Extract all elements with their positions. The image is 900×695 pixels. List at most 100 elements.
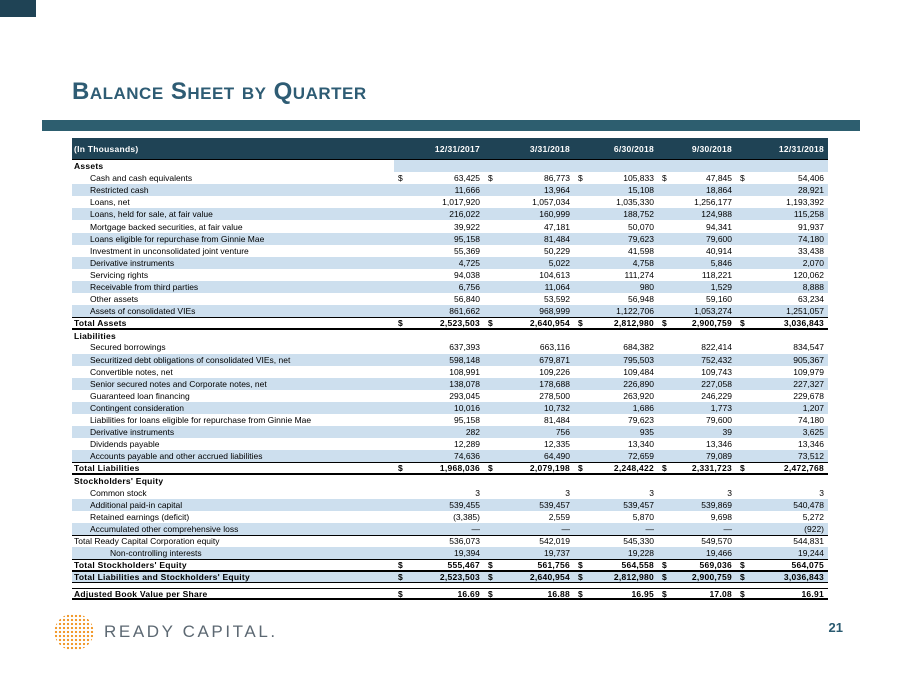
value-number: 756 — [555, 427, 570, 438]
value-number: 124,988 — [701, 209, 732, 220]
value-cell: 56,840 — [394, 293, 484, 305]
value-cell: 79,600 — [658, 414, 736, 426]
value-number: 94,038 — [454, 269, 480, 280]
row-label: Senior secured notes and Corporate notes… — [90, 378, 267, 389]
value-cell: 59,160 — [658, 293, 736, 305]
value-number: 79,623 — [628, 233, 654, 244]
value-cell: $16.88 — [484, 589, 574, 599]
value-cell: 1,193,392 — [736, 196, 828, 208]
value-number: 79,089 — [706, 451, 732, 462]
value-number: 2,070 — [802, 257, 824, 268]
value-cell: 94,038 — [394, 269, 484, 281]
dollar-sign: $ — [488, 173, 493, 184]
value-number: 53,592 — [544, 294, 570, 305]
value-cell: 50,070 — [574, 220, 658, 232]
value-number: 56,840 — [454, 294, 480, 305]
value-cell: 278,500 — [484, 390, 574, 402]
value-cell: 19,244 — [736, 547, 828, 559]
row-label: Liabilities for loans eligible for repur… — [90, 415, 312, 426]
value-cell: 79,623 — [574, 414, 658, 426]
value-number: 16.69 — [457, 589, 480, 600]
value-number: 795,503 — [623, 354, 654, 365]
value-cell: 10,016 — [394, 402, 484, 414]
value-cell: 935 — [574, 426, 658, 438]
value-number: 13,346 — [798, 439, 824, 450]
table-body: Assets Cash and cash equivalents $63,425… — [72, 160, 828, 601]
row-label: Additional paid-in capital — [90, 499, 183, 510]
table-row: Common stock 3 3 3 3 3 — [72, 486, 828, 499]
value-number: 63,425 — [454, 173, 480, 184]
table-row: Adjusted Book Value per Share $16.69 $16… — [72, 588, 828, 601]
value-number: 834,547 — [793, 342, 824, 353]
value-cell: 19,394 — [394, 547, 484, 559]
value-number: 11,666 — [454, 185, 480, 196]
value-cell: 50,229 — [484, 245, 574, 257]
value-number: 39 — [722, 427, 732, 438]
value-cell: 118,221 — [658, 269, 736, 281]
dotted-globe-icon — [54, 613, 94, 651]
value-cell: 47,181 — [484, 220, 574, 232]
value-cell — [736, 475, 828, 486]
value-number: 542,019 — [539, 536, 570, 547]
value-number: 536,073 — [449, 536, 480, 547]
value-cell: $17.08 — [658, 589, 736, 599]
value-cell: 124,988 — [658, 208, 736, 220]
value-cell: 9,698 — [658, 511, 736, 523]
value-number: 178,688 — [539, 378, 570, 389]
value-cell: 679,871 — [484, 354, 574, 366]
row-label: Securitized debt obligations of consolid… — [90, 354, 291, 365]
dollar-sign: $ — [398, 318, 403, 329]
table-row: Mortgage backed securities, at fair valu… — [72, 220, 828, 233]
value-number: 5,870 — [632, 511, 654, 522]
value-number: 16.91 — [801, 589, 824, 600]
table-row: Retained earnings (deficit) (3,385) 2,55… — [72, 510, 828, 523]
value-number: 104,613 — [539, 269, 570, 280]
value-number: 47,845 — [706, 173, 732, 184]
value-number: 108,991 — [449, 366, 480, 377]
title-divider-bar — [42, 120, 860, 131]
table-row: Servicing rights 94,038 104,613 111,274 … — [72, 268, 828, 281]
value-cell: $16.69 — [394, 589, 484, 599]
table-row: Investment in unconsolidated joint ventu… — [72, 244, 828, 257]
value-cell: 3 — [394, 487, 484, 499]
value-number: 1,017,920 — [442, 197, 480, 208]
value-cell: 1,529 — [658, 281, 736, 293]
value-number: 3,036,843 — [783, 318, 824, 329]
value-cell: 598,148 — [394, 354, 484, 366]
value-number: 1,256,177 — [694, 197, 732, 208]
value-number: 540,478 — [793, 499, 824, 510]
value-number: 54,406 — [798, 173, 824, 184]
dollar-sign: $ — [740, 318, 745, 329]
value-cell: 160,999 — [484, 208, 574, 220]
table-row: Restricted cash 11,666 13,964 15,108 18,… — [72, 184, 828, 197]
table-row: Secured borrowings 637,393 663,116 684,3… — [72, 341, 828, 354]
value-cell: $2,472,768 — [736, 463, 828, 473]
value-number: 120,062 — [793, 269, 824, 280]
value-cell — [484, 330, 574, 341]
value-cell: 53,592 — [484, 293, 574, 305]
value-cell: 539,457 — [574, 499, 658, 511]
value-number: 1,035,330 — [616, 197, 654, 208]
value-number: 13,346 — [706, 439, 732, 450]
value-cell: $47,845 — [658, 172, 736, 184]
value-number: 16.95 — [631, 589, 654, 600]
table-row: Other assets 56,840 53,592 56,948 59,160… — [72, 293, 828, 306]
value-cell: 115,258 — [736, 208, 828, 220]
value-cell: $2,523,503 — [394, 318, 484, 328]
value-cell: 138,078 — [394, 378, 484, 390]
value-cell: 109,979 — [736, 366, 828, 378]
column-header: 6/30/2018 — [613, 143, 654, 154]
value-cell: 104,613 — [484, 269, 574, 281]
table-row: Contingent consideration 10,016 10,732 1… — [72, 401, 828, 414]
table-row: Loans, held for sale, at fair value 216,… — [72, 208, 828, 221]
value-cell: $3,036,843 — [736, 318, 828, 328]
value-number: 968,999 — [539, 306, 570, 317]
value-cell — [658, 160, 736, 173]
value-cell: 3 — [574, 487, 658, 499]
dollar-sign: $ — [578, 589, 583, 600]
value-number: 1,968,036 — [439, 463, 480, 474]
value-number: 1,057,034 — [532, 197, 570, 208]
table-row: Total Liabilities $1,968,036 $2,079,198 … — [72, 462, 828, 475]
row-label: Stockholders' Equity — [74, 475, 164, 486]
value-number: 13,964 — [544, 185, 570, 196]
